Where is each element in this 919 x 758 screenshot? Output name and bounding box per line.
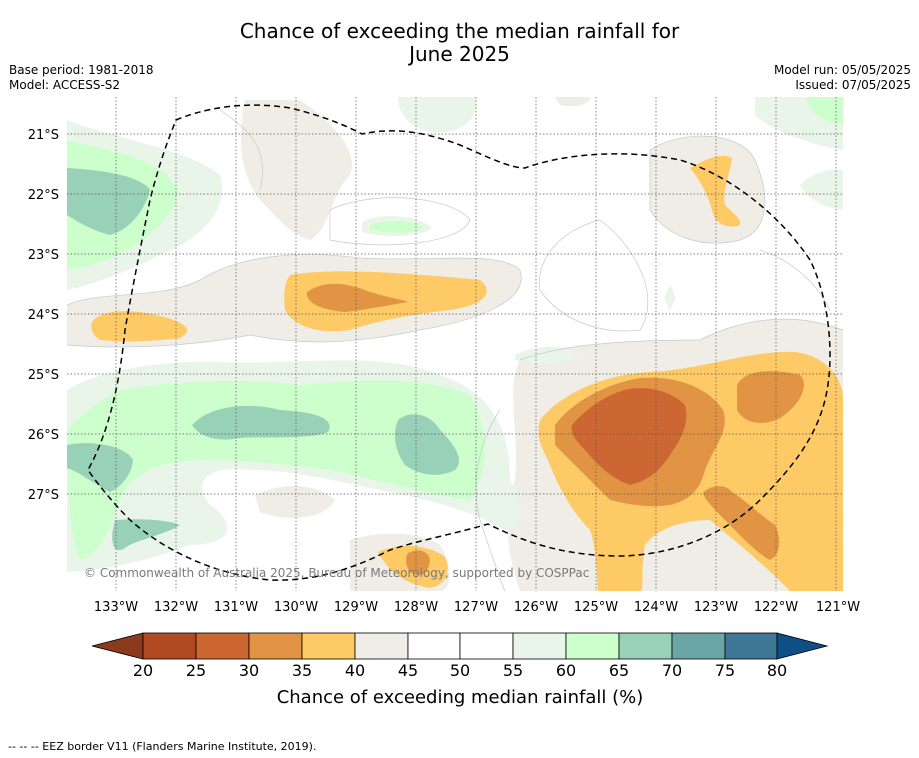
colorbar-swatch-50-55 <box>459 632 514 660</box>
colorbar-label: Chance of exceeding median rainfall (%) <box>277 687 644 708</box>
region-55-60 <box>398 97 477 133</box>
region-55-60 <box>515 346 578 364</box>
colorbar-swatch-45-50 <box>407 632 461 660</box>
eez-border <box>87 104 831 581</box>
lat-label: 21°S <box>28 128 59 143</box>
region-65-70 <box>67 168 150 235</box>
map-title-line2: June 2025 <box>409 42 510 66</box>
lon-label: 122°W <box>754 600 798 615</box>
region-65-70 <box>67 443 133 492</box>
lon-label: 131°W <box>214 600 258 615</box>
lat-label: 25°S <box>28 368 59 383</box>
map-title-line1: Chance of exceeding the median rainfall … <box>239 19 680 43</box>
region-60-65 <box>806 97 843 125</box>
colorbar-swatch-lt20 <box>91 632 144 660</box>
colorbar-swatch-25-30 <box>195 632 250 660</box>
colorbar-tick: 25 <box>186 661 206 680</box>
lon-label: 123°W <box>694 600 738 615</box>
model-name: Model: ACCESS-S2 <box>9 78 121 92</box>
colorbar-tick: 75 <box>715 661 735 680</box>
colorbar-tick: 55 <box>503 661 523 680</box>
region-60-65 <box>67 380 485 560</box>
lon-label: 121°W <box>816 600 860 615</box>
region-55-60 <box>664 285 676 310</box>
colorbar-tick: 40 <box>345 661 365 680</box>
colorbar-tick: 65 <box>609 661 629 680</box>
colorbar-swatch-40-45 <box>354 632 409 660</box>
region-25-30 <box>571 388 687 485</box>
region-40-45 <box>555 97 590 107</box>
lon-labels: 133°W 132°W 131°W 130°W 129°W 128°W 127°… <box>94 600 860 615</box>
lon-label: 127°W <box>454 600 498 615</box>
colorbar-tick: 80 <box>767 661 787 680</box>
colorbar-tick: 60 <box>556 661 576 680</box>
colorbar-tick: 20 <box>133 661 153 680</box>
model-run: Model run: 05/05/2025 <box>773 63 911 77</box>
region-65-70 <box>394 414 460 475</box>
copyright-text: © Commonwealth of Australia 2025, Bureau… <box>84 566 589 580</box>
colorbar-swatch-60-65 <box>565 632 620 660</box>
region-65-70 <box>192 405 330 440</box>
colorbar-tick: 45 <box>398 661 418 680</box>
colorbar-swatch-20-25 <box>142 632 197 660</box>
lon-label: 128°W <box>394 600 438 615</box>
region-30-35 <box>737 371 804 423</box>
region-55-60 <box>800 169 843 210</box>
colorbar-tick: 35 <box>292 661 312 680</box>
colorbar-tick: 30 <box>239 661 259 680</box>
colorbar-swatch-gt80 <box>776 632 829 660</box>
region-35-40 <box>690 155 741 227</box>
base-period: Base period: 1981-2018 <box>9 63 154 77</box>
region-65-70 <box>112 519 180 551</box>
lon-label: 126°W <box>514 600 558 615</box>
lon-label: 133°W <box>94 600 138 615</box>
lon-label: 130°W <box>274 600 318 615</box>
colorbar-tick: 50 <box>450 661 470 680</box>
rainfall-map: © Commonwealth of Australia 2025, Bureau… <box>28 97 860 708</box>
eez-footer-note: -- -- -- EEZ border V11 (Flanders Marine… <box>8 740 317 753</box>
issued-date: Issued: 07/05/2025 <box>795 78 911 92</box>
region-40-45 <box>240 100 352 240</box>
map-fill-layer <box>67 97 843 591</box>
region-30-35 <box>306 283 408 312</box>
region-30-35 <box>703 486 780 560</box>
contour-lines <box>67 109 843 591</box>
region-30-35 <box>405 550 430 575</box>
colorbar-swatch-35-40 <box>301 632 356 660</box>
lon-label: 129°W <box>334 600 378 615</box>
lon-label: 125°W <box>574 600 618 615</box>
colorbar-swatch-70-75 <box>671 632 726 660</box>
lon-label: 132°W <box>154 600 198 615</box>
lat-label: 23°S <box>28 248 59 263</box>
lat-label: 22°S <box>28 188 59 203</box>
colorbar <box>91 632 829 660</box>
colorbar-swatch-65-70 <box>618 632 673 660</box>
colorbar-tick: 70 <box>662 661 682 680</box>
colorbar-ticks: 20 25 30 35 40 45 50 55 60 65 70 75 80 <box>133 661 787 680</box>
lon-label: 124°W <box>634 600 678 615</box>
colorbar-swatch-55-60 <box>512 632 567 660</box>
lat-label: 26°S <box>28 428 59 443</box>
lat-label: 27°S <box>28 488 59 503</box>
lat-labels: 21°S 22°S 23°S 24°S 25°S 26°S 27°S <box>28 128 59 503</box>
region-35-40 <box>91 311 188 342</box>
colorbar-swatch-30-35 <box>248 632 303 660</box>
lat-label: 24°S <box>28 308 59 323</box>
region-60-65 <box>370 220 425 233</box>
colorbar-swatch-75-80 <box>724 632 778 660</box>
